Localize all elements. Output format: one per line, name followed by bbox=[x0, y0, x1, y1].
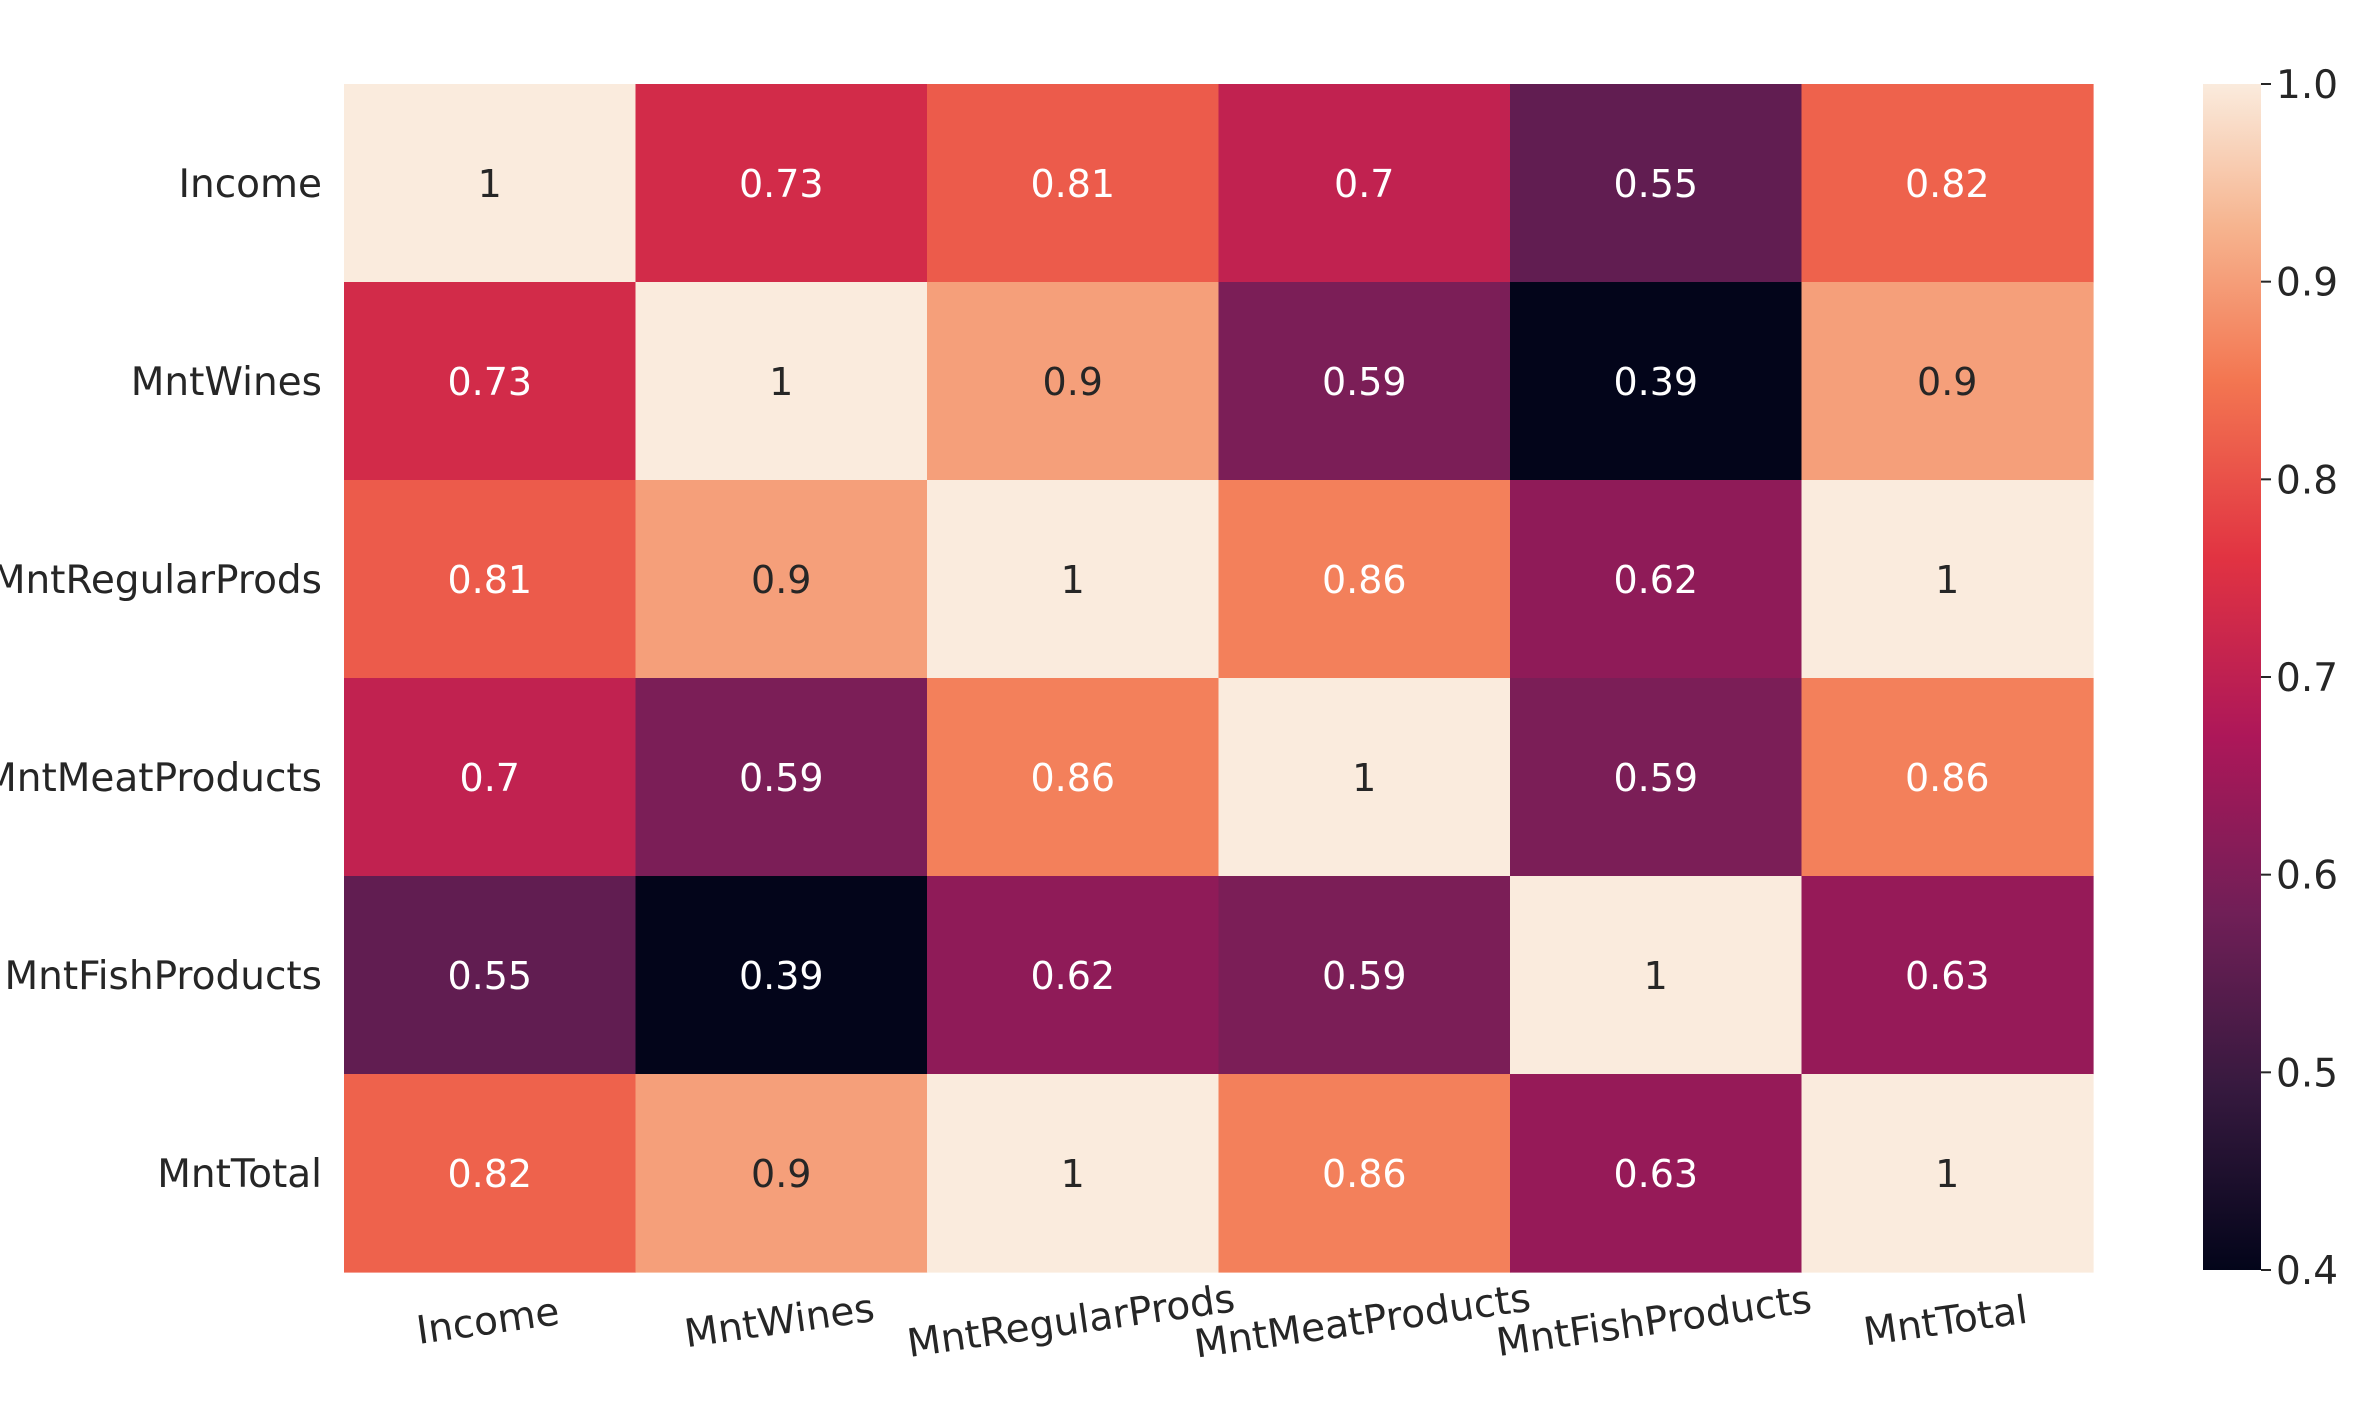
cell-annotation: 1 bbox=[1061, 558, 1085, 602]
colorbar-gradient bbox=[2203, 84, 2261, 1270]
heatmap-cell bbox=[635, 876, 928, 1075]
cell-annotation: 0.81 bbox=[1030, 162, 1115, 206]
cell-annotation: 1 bbox=[1061, 1152, 1085, 1196]
cell-annotation: 0.63 bbox=[1613, 1152, 1698, 1196]
cell-annotation: 1 bbox=[1935, 558, 1959, 602]
y-tick-label: MntWines bbox=[131, 360, 322, 405]
cell-annotation: 0.9 bbox=[1917, 360, 1977, 404]
cell-annotation: 0.62 bbox=[1613, 558, 1698, 602]
cell-annotation: 0.86 bbox=[1322, 1152, 1407, 1196]
colorbar-tick-label: 0.5 bbox=[2276, 1051, 2338, 1096]
colorbar-tick-label: 0.7 bbox=[2276, 656, 2338, 701]
x-tick-label: Income bbox=[414, 1289, 562, 1354]
cell-annotation: 1 bbox=[1644, 954, 1668, 998]
heatmap-cell bbox=[344, 480, 637, 679]
cell-annotation: 0.7 bbox=[460, 756, 520, 800]
cell-annotation: 0.39 bbox=[1613, 360, 1698, 404]
heatmap-cell bbox=[1510, 876, 1803, 1075]
heatmap-cell bbox=[635, 480, 928, 679]
cell-annotation: 0.59 bbox=[1322, 954, 1407, 998]
cell-annotation: 0.86 bbox=[1322, 558, 1407, 602]
cell-annotation: 0.82 bbox=[1905, 162, 1990, 206]
cell-annotation: 0.9 bbox=[751, 558, 811, 602]
heatmap-cells bbox=[344, 84, 2094, 1273]
heatmap-cell bbox=[1510, 282, 1803, 481]
heatmap-cell bbox=[1801, 480, 2094, 679]
heatmap-cell bbox=[1218, 84, 1511, 283]
heatmap-cell bbox=[344, 84, 637, 283]
heatmap-cell bbox=[1801, 678, 2094, 877]
heatmap-cell bbox=[635, 678, 928, 877]
heatmap-cell bbox=[635, 1074, 928, 1273]
heatmap-cell bbox=[635, 84, 928, 283]
y-tick-label: MntFishProducts bbox=[4, 954, 322, 999]
heatmap-cell bbox=[344, 1074, 637, 1273]
cell-annotation: 1 bbox=[478, 162, 502, 206]
cell-annotation: 0.55 bbox=[447, 954, 532, 998]
y-tick-labels: Income MntWines MntRegularProds MntMeatProd… bbox=[0, 162, 322, 1197]
heatmap-cell bbox=[927, 678, 1220, 877]
colorbar bbox=[2203, 84, 2261, 1270]
heatmap-cell bbox=[344, 282, 637, 481]
heatmap-cell bbox=[927, 480, 1220, 679]
cell-annotation: 0.81 bbox=[447, 558, 532, 602]
heatmap-cell bbox=[1510, 678, 1803, 877]
heatmap-cell bbox=[344, 876, 637, 1075]
cell-annotation: 0.73 bbox=[739, 162, 824, 206]
cell-annotation: 0.59 bbox=[1322, 360, 1407, 404]
colorbar-tick-label: 0.4 bbox=[2276, 1249, 2338, 1294]
cell-annotation: 0.63 bbox=[1905, 954, 1990, 998]
cell-annotation: 0.86 bbox=[1905, 756, 1990, 800]
cell-annotation: 1 bbox=[1352, 756, 1376, 800]
cell-annotation: 0.9 bbox=[1043, 360, 1103, 404]
colorbar-ticks: 0.4 0.5 0.6 0.7 0.8 0.9 1.0 bbox=[2261, 63, 2338, 1294]
heatmap-cell bbox=[927, 282, 1220, 481]
heatmap-cell bbox=[1510, 84, 1803, 283]
x-tick-label: MntTotal bbox=[1861, 1288, 2030, 1355]
heatmap-cell bbox=[1218, 1074, 1511, 1273]
cell-annotation: 0.62 bbox=[1030, 954, 1115, 998]
heatmap-cell bbox=[635, 282, 928, 481]
heatmap-cell bbox=[1801, 1074, 2094, 1273]
cell-annotation: 0.59 bbox=[739, 756, 824, 800]
cell-annotation: 1 bbox=[769, 360, 793, 404]
cell-annotation: 0.82 bbox=[447, 1152, 532, 1196]
cell-annotation: 0.39 bbox=[739, 954, 824, 998]
cell-annotation: 0.86 bbox=[1030, 756, 1115, 800]
cell-annotation: 0.9 bbox=[751, 1152, 811, 1196]
heatmap-cell bbox=[1218, 876, 1511, 1075]
x-tick-labels: Income MntWines MntRegularProdsMntMeatProd… bbox=[414, 1276, 2030, 1368]
heatmap-cell bbox=[927, 84, 1220, 283]
colorbar-tick-label: 1.0 bbox=[2276, 63, 2338, 108]
heatmap-cell bbox=[1510, 480, 1803, 679]
y-tick-label: MntTotal bbox=[157, 1152, 322, 1197]
colorbar-tick-label: 0.9 bbox=[2276, 261, 2338, 306]
heatmap-cell bbox=[1218, 480, 1511, 679]
x-tick-label: MntFishProducts bbox=[1494, 1277, 1815, 1366]
heatmap-cell bbox=[1218, 678, 1511, 877]
heatmap-cell bbox=[927, 1074, 1220, 1273]
cell-annotation: 1 bbox=[1935, 1152, 1959, 1196]
heatmap-cell bbox=[1801, 282, 2094, 481]
heatmap-cell bbox=[1218, 282, 1511, 481]
y-tick-label: MntMeatProducts bbox=[0, 756, 322, 801]
cell-annotation: 0.59 bbox=[1613, 756, 1698, 800]
cell-annotation: 0.73 bbox=[447, 360, 532, 404]
cell-annotations: 1 0.73 0.81 0.7 0.55 0.82 0.73 1 0.9 0.59 0.39 0.9 0… bbox=[447, 162, 1989, 1196]
y-tick-label: MntRegularProds bbox=[0, 558, 322, 603]
x-tick-label: MntWines bbox=[682, 1286, 878, 1357]
heatmap-cell bbox=[1510, 1074, 1803, 1273]
colorbar-tick-label: 0.8 bbox=[2276, 458, 2338, 503]
cell-annotation: 0.55 bbox=[1613, 162, 1698, 206]
heatmap-cell bbox=[1801, 876, 2094, 1075]
colorbar-tick-label: 0.6 bbox=[2276, 854, 2338, 899]
x-tick-label: MntRegularProds bbox=[904, 1276, 1237, 1367]
cell-annotation: 0.7 bbox=[1334, 162, 1394, 206]
heatmap-cell bbox=[927, 876, 1220, 1075]
y-tick-label: Income bbox=[178, 162, 322, 207]
x-tick-label: MntMeatProducts bbox=[1192, 1276, 1534, 1368]
heatmap-cell bbox=[1801, 84, 2094, 283]
heatmap-cell bbox=[344, 678, 637, 877]
